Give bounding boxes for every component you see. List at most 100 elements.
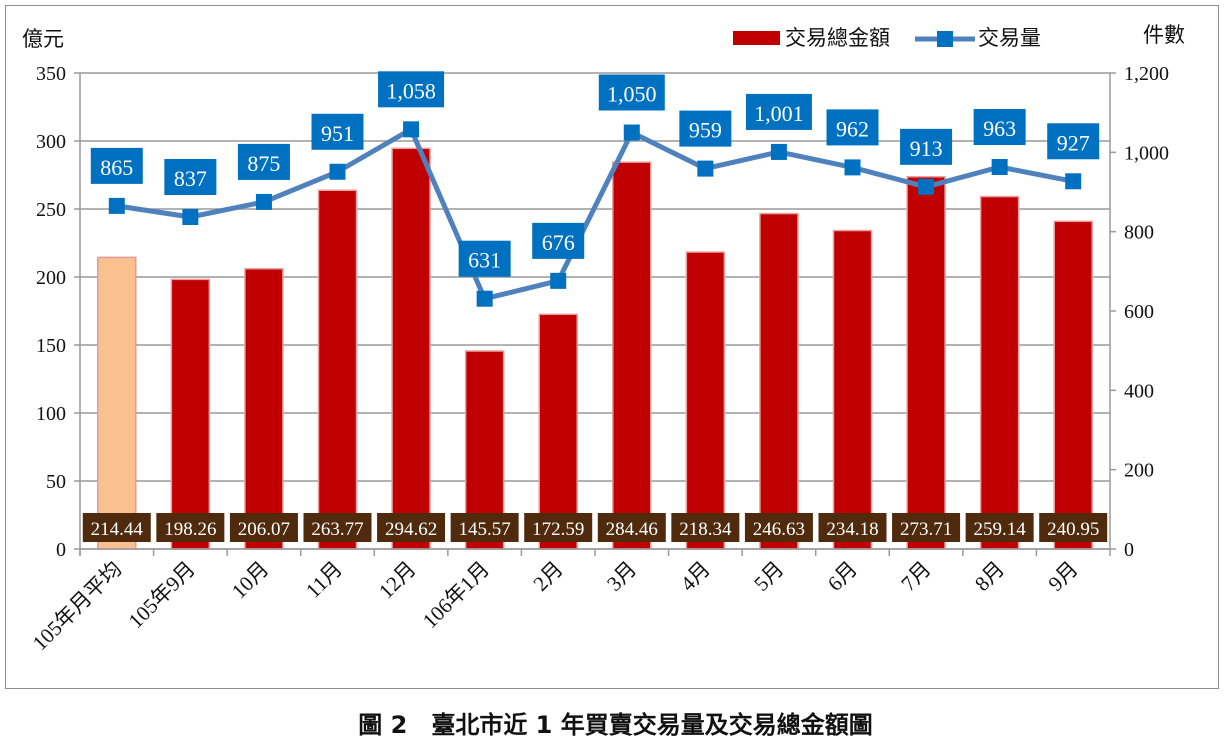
- y-tick-label: 50: [46, 471, 66, 493]
- bar-value-label: 198.26: [164, 519, 216, 540]
- line-marker: [770, 143, 787, 160]
- bar-value-label: 206.07: [238, 519, 290, 540]
- bar-value-label: 214.44: [91, 519, 144, 540]
- bar-value-label: 218.34: [679, 519, 732, 540]
- bar: [906, 176, 946, 550]
- line-value-label: 927: [1057, 130, 1090, 155]
- x-tick-label: 9月: [1044, 557, 1083, 596]
- y2-tick-label: 1,000: [1124, 142, 1169, 164]
- chart-caption: 圖 2 臺北市近 1 年買賣交易量及交易總金額圖: [358, 711, 873, 739]
- y-tick-label: 0: [56, 539, 66, 561]
- line-value-label: 1,058: [386, 78, 436, 103]
- x-tick-label: 11月: [301, 557, 347, 603]
- bar: [1053, 220, 1093, 550]
- bar-value-label: 240.95: [1047, 519, 1099, 540]
- line-series: [116, 126, 1074, 302]
- line-value-label: 865: [100, 155, 133, 180]
- bar: [538, 313, 578, 550]
- line-marker: [255, 193, 272, 210]
- line-marker: [182, 208, 199, 225]
- x-tick-label: 106年1月: [418, 557, 494, 633]
- line-value-label: 1,001: [754, 101, 804, 126]
- chart: 0 50 100 150 200 250 300 350 0 200 400 600 800 1,000 1…: [22, 23, 1185, 656]
- line-marker: [108, 197, 125, 214]
- bar: [244, 267, 284, 550]
- line-value-label: 676: [542, 230, 575, 255]
- bar-label-box: [524, 513, 593, 542]
- bar: [317, 189, 358, 550]
- bar-value-label: 172.59: [532, 519, 584, 540]
- legend-bar-swatch: [733, 31, 780, 45]
- y-tick-label: 200: [36, 267, 66, 289]
- bar: [612, 161, 652, 550]
- bar: [979, 195, 1020, 550]
- bar-label-box: [229, 513, 298, 542]
- line-label-box: [745, 93, 812, 130]
- legend-marker-swatch: [937, 31, 953, 47]
- bar: [685, 251, 726, 550]
- y2-tick-label: 200: [1124, 460, 1154, 482]
- bar: [170, 278, 211, 550]
- x-tick-label: 8月: [970, 557, 1009, 596]
- bar-label-box: [671, 513, 740, 542]
- x-tick-label: 4月: [676, 557, 715, 596]
- chart-frame: [5, 5, 1219, 689]
- bar-value-label: 284.46: [606, 519, 658, 540]
- line-marker: [476, 290, 493, 307]
- bar-label-box: [450, 513, 519, 542]
- y2-tick-label: 0: [1124, 539, 1134, 561]
- y-axis-title: 億元: [22, 27, 64, 51]
- y-tick-label: 100: [36, 403, 66, 425]
- bar-label-box: [597, 513, 666, 542]
- x-tick-label: 6月: [823, 557, 862, 596]
- bar-value-label: 246.63: [753, 519, 805, 540]
- x-tick-label: 105年月平均: [28, 557, 127, 656]
- bar: [97, 256, 137, 550]
- legend-line-label: 交易量: [978, 26, 1041, 50]
- x-tick-label: 7月: [896, 557, 935, 596]
- line-marker: [1065, 173, 1082, 190]
- y-tick-label: 250: [36, 199, 66, 221]
- line-label-box: [598, 74, 665, 111]
- line-label-box: [311, 113, 364, 150]
- line-marker: [991, 159, 1008, 176]
- bar: [832, 229, 873, 550]
- bar-label-box: [818, 513, 887, 542]
- bar-value-label: 273.71: [900, 519, 952, 540]
- line-marker: [329, 163, 346, 180]
- x-tick-label: 2月: [529, 557, 568, 596]
- bar-value-label: 294.62: [385, 519, 437, 540]
- line-label-box: [90, 147, 143, 184]
- x-tick-label: 10月: [227, 557, 274, 604]
- line-label-box: [458, 240, 511, 277]
- bar: [391, 147, 431, 550]
- bar: [759, 212, 799, 550]
- bar-label-box: [156, 513, 225, 542]
- y2-tick-label: 800: [1124, 222, 1154, 244]
- line-value-label: 963: [983, 116, 1016, 141]
- line-marker: [623, 124, 640, 141]
- y-tick-label: 350: [36, 63, 66, 85]
- line-label-box: [532, 222, 585, 259]
- bar-value-label: 263.77: [311, 519, 363, 540]
- bar-label-box: [82, 513, 151, 542]
- legend-bar-label: 交易總金額: [785, 26, 890, 50]
- bar-label-box: [1039, 513, 1108, 542]
- line-value-label: 913: [910, 136, 943, 161]
- line-label-box: [679, 110, 732, 147]
- line-value-label: 1,050: [607, 82, 657, 107]
- bar-label-box: [377, 513, 446, 542]
- y2-tick-label: 400: [1124, 380, 1154, 402]
- line-value-label: 631: [468, 248, 501, 273]
- y2-tick-label: 600: [1124, 301, 1154, 323]
- x-tick-label: 105年9月: [124, 557, 200, 633]
- line-label-box: [973, 109, 1026, 146]
- line-label-box: [164, 158, 217, 195]
- line-label-box: [900, 128, 953, 165]
- bar-value-label: 145.57: [459, 519, 511, 540]
- bar-value-label: 259.14: [974, 519, 1027, 540]
- line-label-box: [237, 143, 290, 180]
- x-tick-label: 12月: [374, 557, 421, 604]
- line-value-label: 837: [174, 166, 207, 191]
